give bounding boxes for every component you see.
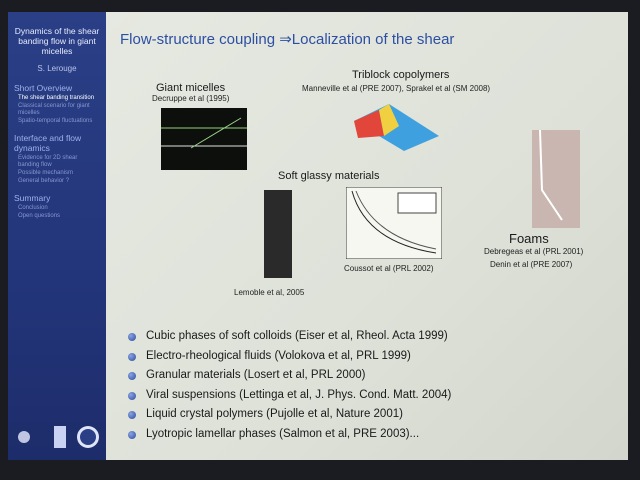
nav-item: Open questions [18,213,61,219]
navigation: Short Overview The shear banding transiti… [8,83,106,220]
nav-item: General behavior ? [18,178,70,184]
bullet-item: Lyotropic lamellar phases (Salmon et al,… [127,428,451,448]
bullet-item: Liquid crystal polymers (Pujolle et al, … [127,408,451,428]
bullet-item: Viral suspensions (Lettinga et al, J. Ph… [127,389,451,409]
foam-image [532,130,580,228]
nav-item: Evidence for 2D shear banding flow [18,155,78,168]
bullet-item: Electro-rheological fluids (Volokova et … [127,350,451,370]
nav-section: Interface and flow dynamics [14,133,82,153]
curve-plot [346,187,442,259]
figure-ref: Lemoble et al, 2005 [234,288,305,297]
figure-ref: Debregeas et al (PRL 2001) [484,247,584,256]
talk-title: Dynamics of the shear banding flow in gi… [14,26,100,56]
nav-item: Possible mechanism [18,170,74,176]
nav-item: The shear banding transition [18,95,95,101]
figure-ref: Coussot et al (PRL 2002) [344,264,434,273]
bullet-item: Cubic phases of soft colloids (Eiser et … [127,330,451,350]
glassy-image [264,190,292,278]
surface-plot [354,104,439,151]
bullet-list: Cubic phases of soft colloids (Eiser et … [127,330,451,448]
figure-ref: Decruppe et al (1995) [152,94,230,103]
bullet-item: Granular materials (Losert et al, PRL 20… [127,369,451,389]
nav-item: Conclusion [18,205,48,211]
figure-label: Foams [509,231,549,246]
micelle-image [161,108,247,170]
slide-title: Flow-structure coupling ⇒Localization of… [120,31,455,48]
nav-section: Short Overview [14,83,73,93]
figure-label: Triblock copolymers [352,69,450,81]
figure-label: Giant micelles [156,82,226,94]
slide: Flow-structure coupling ⇒Localization of… [106,12,628,460]
logos [18,426,99,448]
nav-section: Summary [14,193,51,203]
author: S. Lerouge [37,64,77,73]
nav-item: Classical scenario for giant micelles [18,103,90,116]
figure-ref: Manneville et al (PRE 2007), Sprakel et … [302,84,491,93]
nav-item: Spatio-temporal fluctuations [18,118,93,124]
figure-label: Soft glassy materials [278,170,380,182]
sidebar: Dynamics of the shear banding flow in gi… [8,12,106,460]
figure-ref: Denin et al (PRE 2007) [490,260,573,269]
